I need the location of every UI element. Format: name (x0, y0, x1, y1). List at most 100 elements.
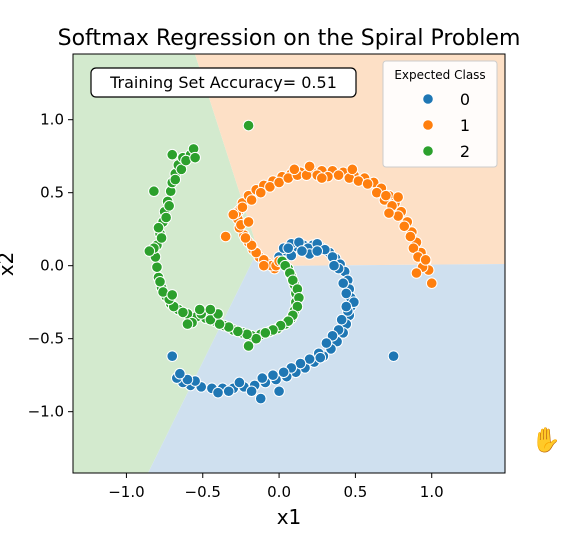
point-class-0 (340, 300, 353, 313)
point-class-0 (233, 376, 246, 389)
x-tick-label: −0.5 (185, 483, 221, 501)
point-class-1 (383, 207, 395, 219)
accuracy-annotation: Training Set Accuracy= 0.51 (90, 67, 357, 98)
point-class-2 (155, 232, 168, 244)
point-class-0 (254, 392, 267, 405)
point-class-1 (398, 220, 411, 233)
point-class-1 (380, 189, 392, 202)
point-class-1 (227, 208, 240, 221)
point-class-1 (419, 254, 432, 266)
point-class-1 (316, 172, 328, 184)
legend: Expected Class 0 1 2 (382, 60, 498, 168)
y-axis-title: x2 (0, 252, 18, 277)
point-class-0 (245, 385, 258, 398)
decision-region-2 (73, 54, 258, 473)
point-class-1 (245, 194, 258, 206)
legend-marker-2 (422, 145, 434, 157)
y-tick-label: −0.5 (28, 330, 64, 348)
x-tick-label: 0.0 (267, 483, 291, 501)
point-class-2 (242, 340, 255, 352)
y-axis-ticks: −1.0 −0.5 0.0 0.5 1.0 (28, 111, 73, 421)
point-class-1 (410, 267, 423, 279)
chart-title: Softmax Regression on the Spiral Problem (58, 26, 521, 51)
point-class-0 (311, 245, 324, 257)
point-class-1 (346, 163, 359, 176)
point-class-0 (294, 357, 307, 370)
point-class-2 (259, 327, 272, 339)
point-class-2 (166, 148, 179, 161)
point-class-0 (387, 350, 400, 363)
point-class-2 (177, 306, 189, 319)
point-class-2 (151, 261, 163, 273)
point-class-2 (163, 200, 175, 212)
point-class-0 (337, 277, 349, 290)
point-class-2 (250, 332, 262, 345)
point-class-0 (273, 385, 285, 398)
point-class-2 (181, 318, 194, 330)
legend-marker-1 (422, 119, 434, 131)
point-class-2 (169, 173, 182, 186)
y-tick-label: 1.0 (40, 111, 64, 129)
point-class-2 (148, 185, 160, 198)
legend-label-2: 2 (460, 142, 470, 161)
x-tick-label: 1.0 (420, 483, 444, 501)
point-class-0 (174, 367, 186, 380)
cursor-icon: ✋ (531, 426, 561, 454)
y-tick-label: −1.0 (28, 403, 64, 421)
y-tick-label: 0.0 (40, 257, 64, 275)
point-class-1 (332, 169, 345, 181)
point-class-0 (212, 386, 224, 399)
point-class-0 (320, 337, 333, 349)
point-class-2 (154, 275, 166, 288)
point-class-0 (314, 351, 327, 364)
point-class-2 (143, 245, 156, 257)
point-class-0 (181, 373, 194, 386)
point-class-2 (204, 303, 217, 316)
point-class-0 (166, 350, 179, 363)
point-class-0 (282, 242, 295, 254)
x-tick-label: 0.5 (343, 483, 367, 501)
decision-region-0 (148, 250, 505, 473)
scatter-points (143, 119, 438, 405)
point-class-0 (340, 287, 353, 300)
x-tick-label: −1.0 (108, 483, 144, 501)
point-class-2 (160, 211, 172, 224)
point-class-0 (296, 245, 308, 257)
point-class-1 (239, 232, 252, 244)
point-class-2 (189, 151, 201, 164)
point-class-0 (277, 366, 290, 379)
point-class-2 (152, 221, 165, 234)
point-class-1 (242, 216, 255, 228)
point-class-0 (222, 385, 235, 398)
x-axis-ticks: −1.0 −0.5 0.0 0.5 1.0 (108, 473, 444, 501)
point-class-0 (335, 313, 348, 326)
y-tick-label: 0.5 (40, 184, 64, 202)
point-class-0 (267, 369, 279, 381)
point-class-1 (264, 181, 276, 193)
point-class-1 (288, 163, 301, 176)
accuracy-text: Training Set Accuracy= 0.51 (109, 73, 337, 92)
point-class-1 (404, 230, 417, 243)
plot-frame (72, 53, 506, 474)
point-class-1 (254, 186, 267, 199)
point-class-2 (242, 119, 255, 132)
point-class-1 (273, 176, 285, 189)
point-class-2 (232, 325, 244, 338)
point-class-2 (166, 289, 179, 301)
point-class-1 (219, 230, 232, 243)
point-class-0 (328, 259, 340, 272)
point-class-1 (303, 160, 316, 173)
point-class-1 (258, 259, 270, 272)
point-class-0 (256, 372, 269, 384)
point-class-1 (361, 178, 374, 190)
point-class-1 (392, 191, 404, 203)
legend-title: Expected Class (394, 68, 485, 82)
legend-label-0: 0 (460, 90, 470, 109)
point-class-1 (425, 277, 438, 290)
legend-label-1: 1 (460, 116, 470, 135)
x-axis-title: x1 (277, 505, 302, 529)
legend-marker-0 (422, 93, 434, 105)
point-class-1 (236, 201, 249, 214)
point-class-2 (193, 303, 206, 316)
